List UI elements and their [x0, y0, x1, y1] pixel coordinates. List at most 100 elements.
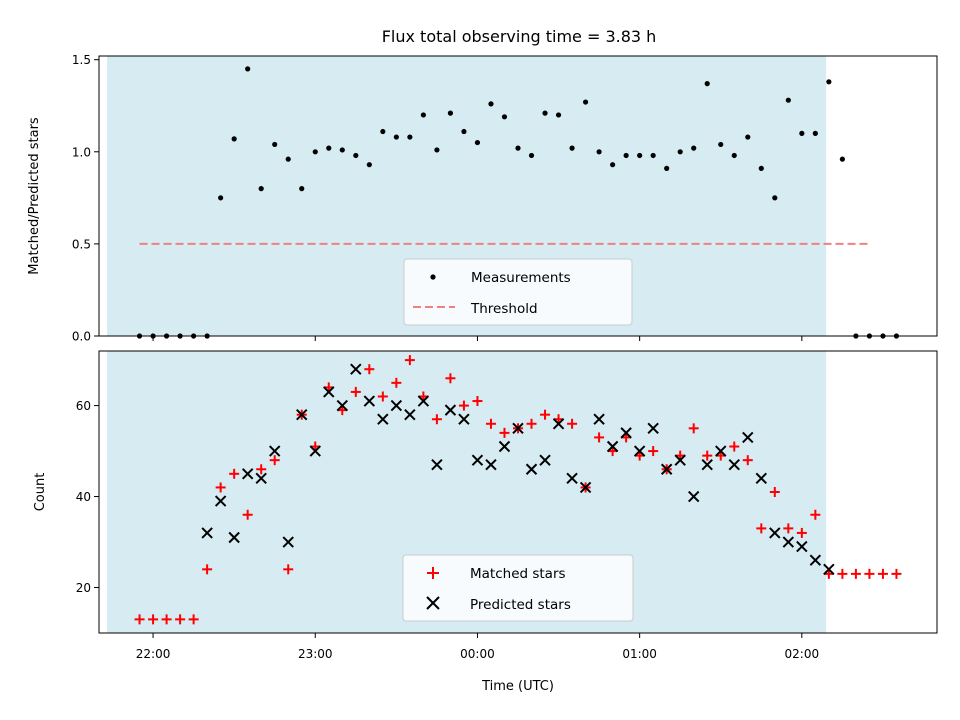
- predicted-point: [782, 536, 795, 548]
- measurement-point: [285, 156, 291, 162]
- predicted-point: [620, 427, 632, 439]
- legend-predicted-marker: [426, 596, 440, 610]
- predicted-point: [444, 404, 457, 416]
- predicted-point: [228, 531, 240, 544]
- matched-point: [134, 614, 145, 625]
- measurement-point: [272, 141, 278, 148]
- predicted-point: [255, 472, 267, 485]
- matched-point: [161, 614, 172, 625]
- predicted-point: [296, 408, 308, 421]
- count-xtick-label: 02:00: [785, 647, 820, 661]
- predicted-point: [539, 454, 551, 466]
- predicted-point: [201, 527, 213, 539]
- measurement-point: [339, 147, 345, 153]
- matched-point: [810, 509, 821, 520]
- measurement-point: [393, 134, 399, 140]
- count-xtick-label: 23:00: [298, 647, 333, 661]
- measurement-point: [312, 149, 318, 155]
- matched-point: [242, 509, 253, 520]
- legend-measurements-marker: [430, 274, 436, 280]
- count-ytick-label: 60: [76, 399, 91, 413]
- ratio-legend-box: [403, 258, 633, 326]
- predicted-point: [512, 422, 524, 435]
- matched-point: [445, 373, 456, 384]
- ratio-ytick-label: 1.0: [72, 145, 91, 159]
- count-plot-area: [134, 355, 902, 625]
- predicted-point: [363, 395, 376, 407]
- matched-point: [526, 418, 537, 429]
- predicted-point: [309, 445, 321, 457]
- measurement-point: [799, 130, 805, 136]
- predicted-point: [458, 413, 470, 425]
- matched-point: [877, 568, 888, 579]
- measurement-point: [664, 165, 670, 171]
- predicted-point: [282, 536, 294, 548]
- predicted-point: [796, 540, 808, 553]
- count-frame: [98, 350, 938, 634]
- count-xtick-label: 00:00: [460, 647, 495, 661]
- predicted-point: [769, 527, 781, 539]
- predicted-point: [377, 413, 389, 425]
- measurement-point: [758, 165, 764, 171]
- measurement-point: [555, 112, 562, 118]
- predicted-point: [701, 459, 713, 471]
- predicted-point: [552, 418, 565, 430]
- matched-point: [377, 391, 388, 402]
- measurement-point: [650, 152, 656, 159]
- predicted-point: [715, 445, 727, 457]
- predicted-point: [606, 440, 619, 453]
- matched-point: [350, 386, 361, 397]
- measurement-point: [637, 152, 643, 159]
- count-ylabel: Count: [33, 473, 48, 512]
- predicted-point: [431, 459, 443, 471]
- matched-point: [404, 355, 415, 366]
- legend-measurements-label: Measurements: [471, 270, 571, 286]
- measurement-point: [353, 152, 359, 159]
- predicted-point: [579, 481, 592, 494]
- predicted-point: [350, 363, 362, 375]
- measurement-point: [326, 145, 332, 151]
- measurement-point: [366, 162, 372, 168]
- ratio-ytick-label: 1.5: [72, 53, 91, 67]
- count-legend: Matched stars Predicted stars: [402, 554, 634, 622]
- predicted-point: [674, 454, 686, 466]
- matched-point: [864, 568, 875, 579]
- measurement-point: [745, 134, 751, 140]
- matched-point: [783, 523, 794, 534]
- legend-matched-marker: [427, 567, 439, 579]
- legend-predicted-label: Predicted stars: [470, 597, 571, 613]
- measurement-point: [569, 145, 575, 151]
- count-xtick-label: 22:00: [136, 647, 171, 661]
- predicted-point: [809, 554, 822, 566]
- matched-point: [837, 568, 848, 579]
- measurement-point: [812, 130, 818, 136]
- predicted-point: [660, 463, 673, 475]
- legend-threshold-label: Threshold: [470, 301, 538, 317]
- measurement-point: [528, 152, 535, 159]
- matched-point: [796, 527, 807, 538]
- predicted-point: [633, 445, 646, 457]
- ratio-legend: Measurements Threshold: [403, 258, 633, 326]
- matched-point: [850, 568, 861, 579]
- predicted-point: [525, 463, 538, 475]
- measurement-point: [785, 97, 791, 103]
- predicted-point: [269, 445, 281, 457]
- measurement-point: [380, 128, 386, 135]
- matched-point: [175, 614, 186, 625]
- measurement-point: [515, 145, 521, 151]
- predicted-point: [755, 472, 767, 485]
- predicted-point: [823, 563, 835, 576]
- predicted-point: [417, 395, 430, 407]
- predicted-point: [688, 490, 700, 503]
- measurement-point: [731, 152, 737, 159]
- count-axes: 20 40 60 22:00 23:00 00:00 01:00 02:00: [76, 399, 819, 661]
- matched-point: [756, 523, 767, 534]
- measurement-point: [704, 81, 710, 87]
- chart-title: Flux total observing time = 3.83 h: [382, 27, 657, 46]
- predicted-point: [390, 399, 403, 412]
- predicted-point: [241, 468, 254, 480]
- measurement-point: [474, 139, 481, 146]
- count-xtick-label: 01:00: [622, 647, 657, 661]
- measurement-point: [420, 112, 426, 118]
- matched-point: [485, 418, 496, 429]
